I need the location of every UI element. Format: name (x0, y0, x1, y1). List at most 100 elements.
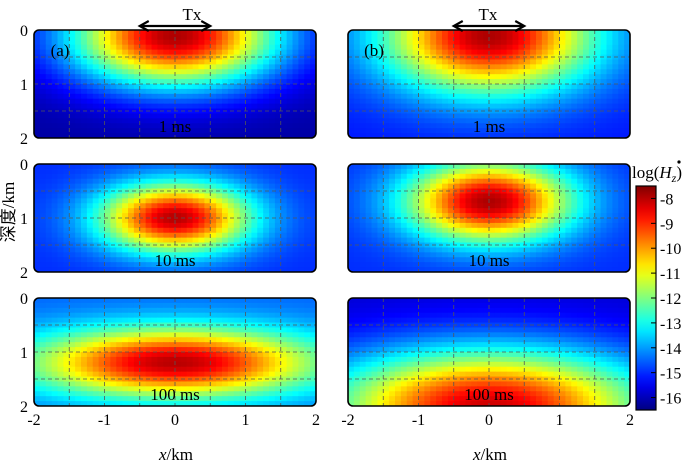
heat-cell (565, 69, 572, 75)
heat-cell (51, 54, 59, 61)
heat-cell (69, 98, 76, 105)
heat-cell (459, 164, 467, 170)
heat-cell (163, 123, 170, 129)
heat-cell (233, 298, 241, 304)
heat-cell (594, 54, 602, 61)
heat-cell (286, 342, 294, 348)
heat-cell (139, 262, 147, 268)
heat-cell (588, 59, 596, 65)
heat-cell (169, 312, 176, 319)
heat-cell (588, 79, 596, 85)
heat-cell (63, 213, 70, 219)
heat-cell (606, 232, 613, 239)
heat-cell (536, 118, 543, 124)
heat-cell (51, 222, 59, 229)
heat-cell (553, 108, 561, 115)
heat-cell (559, 49, 566, 56)
heat-cell (198, 262, 205, 268)
heat-cell (198, 88, 205, 95)
heat-cell (51, 342, 59, 348)
heat-cell (210, 361, 217, 368)
heat-cell (547, 218, 555, 224)
heat-cell (274, 74, 282, 80)
heat-cell (274, 30, 282, 36)
heat-cell (577, 84, 584, 90)
heat-cell (447, 49, 455, 56)
heat-cell (292, 332, 299, 338)
heat-cell (418, 133, 425, 138)
heat-cell (216, 213, 223, 219)
time-label: 1 ms (473, 117, 506, 136)
heat-cell (204, 237, 211, 244)
heat-cell (39, 208, 47, 214)
heat-cell (45, 69, 53, 75)
heat-cell (63, 84, 70, 90)
heat-cell (286, 39, 294, 46)
heat-cell (536, 203, 543, 209)
heat-cell (583, 257, 590, 263)
heat-cell (116, 227, 123, 234)
heat-cell (536, 64, 543, 70)
heat-cell (292, 69, 299, 75)
heat-cell (274, 203, 282, 209)
heat-cell (298, 64, 305, 70)
heat-cell (151, 128, 158, 134)
heat-cell (430, 173, 437, 180)
heat-cell (583, 44, 590, 51)
heat-cell (216, 193, 223, 199)
heat-cell (180, 267, 188, 272)
heat-cell (424, 88, 431, 95)
heat-cell (418, 49, 425, 56)
heat-cell (524, 262, 531, 268)
heat-cell (269, 178, 276, 185)
heat-cell (530, 198, 537, 204)
heat-cell (63, 98, 70, 105)
heat-cell (594, 108, 602, 115)
heat-cell (45, 164, 53, 170)
heat-cell (269, 356, 276, 363)
heat-cell (459, 247, 467, 253)
heat-cell (122, 69, 129, 75)
heat-cell (489, 44, 496, 51)
heat-cell (151, 183, 158, 190)
heat-cell (353, 218, 361, 224)
heat-cell (465, 34, 472, 41)
heat-cell (133, 128, 141, 134)
heat-cell (506, 88, 514, 95)
heat-cell (348, 257, 355, 263)
heat-cell (98, 317, 106, 324)
heat-cell (175, 307, 182, 314)
heat-cell (192, 34, 200, 41)
heat-cell (512, 123, 519, 129)
heat-cell (512, 267, 519, 272)
heat-cell (600, 34, 608, 41)
heat-cell (400, 39, 408, 46)
heat-cell (110, 103, 117, 110)
heat-cell (424, 257, 431, 263)
heat-cell (298, 118, 305, 124)
heat-cell (483, 213, 490, 219)
heat-cell (133, 108, 141, 115)
heat-cell (86, 183, 94, 190)
heat-cell (530, 247, 537, 253)
heat-cell (81, 227, 88, 234)
heat-cell (63, 227, 70, 234)
heat-cell (547, 188, 555, 195)
heat-cell (180, 113, 188, 119)
heat-cell (163, 213, 170, 219)
heat-cell (500, 118, 508, 124)
heat-cell (92, 267, 100, 272)
heat-cell (418, 168, 425, 175)
heat-cell (471, 208, 478, 214)
heat-cell (624, 34, 630, 41)
heat-cell (512, 64, 519, 70)
heat-cell (365, 118, 373, 124)
heat-cell (418, 218, 425, 224)
heat-cell (459, 133, 467, 138)
heat-cell (98, 361, 106, 368)
heat-cell (75, 312, 82, 319)
heat-cell (145, 337, 153, 343)
heat-cell (577, 203, 584, 209)
heat-cell (442, 74, 449, 80)
heat-cell (494, 222, 502, 229)
